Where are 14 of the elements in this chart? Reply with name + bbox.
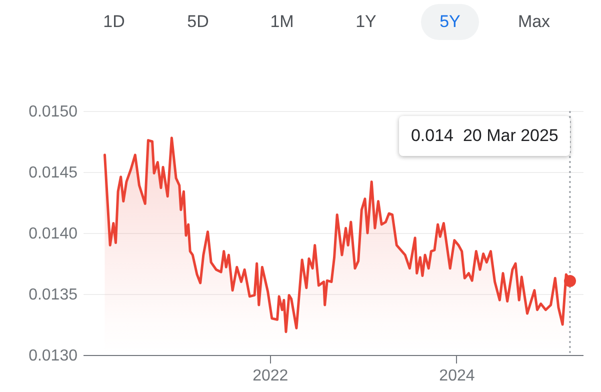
y-tick-label: 0.0145 [28,164,78,182]
text: 1M [269,11,295,33]
text: Max [516,11,552,33]
annotation: 0.014 20 Mar 2025 [398,116,570,156]
text: 5Y [421,4,479,40]
x-tick-label: 2022 [252,368,288,384]
y-tick-label: 0.0130 [28,348,78,364]
y-tick-label: 0.0150 [28,104,78,120]
text: 1Y [354,11,378,33]
text: 5D [186,11,210,33]
y-tick-label: 0.0140 [28,226,78,242]
x-tick-label: 2024 [439,368,475,384]
text: 1D [102,11,126,33]
y-tick-label: 0.0135 [28,286,78,304]
